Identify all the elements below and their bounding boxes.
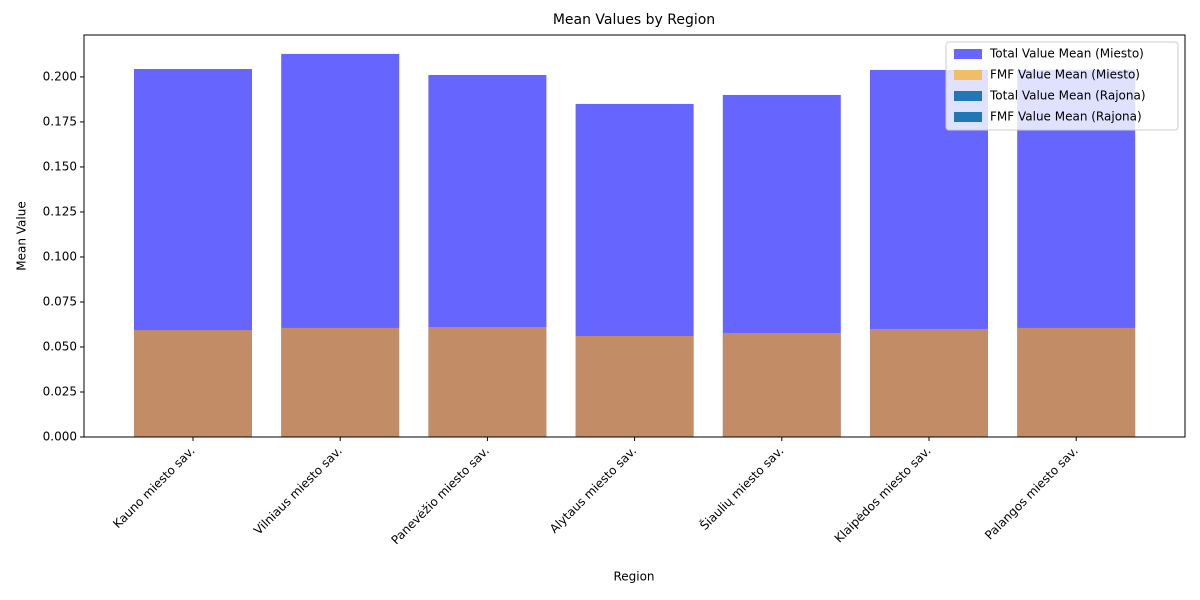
bar — [134, 330, 252, 437]
x-tick-label: Palangos miesto sav. — [982, 444, 1081, 543]
legend-swatch — [954, 91, 982, 101]
y-tick-label: 0.125 — [43, 204, 77, 218]
legend-swatch — [954, 49, 982, 59]
y-tick-label: 0.050 — [43, 339, 77, 353]
x-tick-label: Alytaus miesto sav. — [547, 444, 639, 536]
bar — [722, 332, 841, 437]
legend-label: FMF Value Mean (Miesto) — [990, 68, 1140, 82]
x-tick-label: Kauno miesto sav. — [110, 444, 197, 531]
bar — [575, 336, 694, 437]
y-tick-label: 0.200 — [43, 69, 77, 83]
x-tick-label: Panevėžio miesto sav. — [388, 444, 492, 548]
legend-swatch — [954, 70, 982, 80]
y-tick-label: 0.025 — [43, 384, 77, 398]
x-tick-label: Šiaulių miesto sav. — [697, 443, 787, 533]
legend-frame — [945, 41, 1179, 131]
x-tick-label: Klaipėdos miesto sav. — [832, 444, 934, 546]
bar — [1017, 327, 1136, 437]
chart-title: Mean Values by Region — [553, 12, 715, 28]
y-tick-label: 0.150 — [43, 159, 77, 173]
y-axis-label: Mean Value — [15, 201, 29, 270]
legend-label: Total Value Mean (Rajona) — [989, 89, 1146, 103]
legend: Total Value Mean (Miesto) FMF Value Mean … — [945, 41, 1179, 131]
legend-label: FMF Value Mean (Rajona) — [990, 110, 1142, 124]
y-tick-label: 0.175 — [43, 114, 77, 128]
bar — [428, 327, 547, 437]
plot-frame — [83, 34, 1186, 438]
y-tick-label: 0.075 — [43, 294, 77, 308]
legend-swatch — [954, 112, 982, 122]
legend-label: Total Value Mean (Miesto) — [989, 47, 1144, 61]
bar — [281, 327, 400, 437]
x-tick-label: Vilniaus miesto sav. — [251, 444, 345, 538]
y-tick-label: 0.100 — [43, 249, 77, 263]
y-tick-label: 0.000 — [43, 430, 77, 444]
x-axis-label: Region — [613, 570, 654, 584]
bar — [870, 328, 988, 437]
